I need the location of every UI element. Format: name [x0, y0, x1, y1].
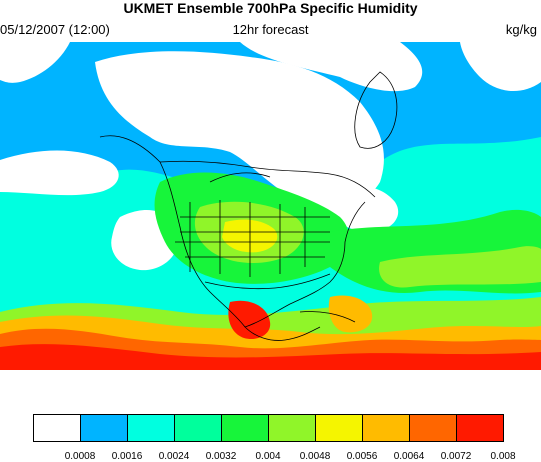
dry-area-arctic — [95, 51, 384, 210]
colorbar-cell — [221, 414, 269, 442]
colorbar-cell — [80, 414, 128, 442]
canada-border-line — [159, 160, 376, 198]
valid-date: 05/12/2007 (12:00) — [0, 22, 110, 37]
caribbean-line — [299, 311, 356, 323]
map-svg — [0, 42, 541, 370]
colorbar-tick-label: 0.0016 — [111, 451, 143, 462]
colorbar-tick-label: 0.0064 — [393, 451, 425, 462]
colorbar-cell — [268, 414, 316, 442]
hudson-bay-line — [209, 172, 271, 183]
colorbar-cell — [409, 414, 457, 442]
colorbar-tick-label: 0.008 — [490, 451, 516, 462]
colorbar-cell — [315, 414, 363, 442]
chart-title: UKMET Ensemble 700hPa Specific Humidity — [123, 0, 418, 16]
moisture-mexico — [228, 300, 271, 340]
colorbar-tick-label: 0.0024 — [158, 451, 190, 462]
west-coast-line — [99, 135, 321, 341]
dry-area-atlantic — [325, 186, 399, 232]
state-lines-horizontal — [180, 216, 330, 258]
subtitle-row: 05/12/2007 (12:00) 12hr forecast kg/kg — [0, 22, 541, 38]
colorbar-tick-label: 0.0008 — [64, 451, 96, 462]
coastlines — [99, 71, 398, 341]
units-label: kg/kg — [505, 22, 537, 37]
moisture-caribbean — [328, 295, 373, 333]
dry-area-nw — [0, 42, 70, 83]
humidity-map — [0, 42, 541, 370]
dry-area-north — [240, 42, 423, 92]
moisture-atlantic-core — [379, 246, 541, 288]
moisture-tropics-max — [0, 344, 541, 370]
colorbar-cell — [362, 414, 410, 442]
colorbar-cell — [33, 414, 81, 442]
colorbar-tick-label: 0.0072 — [440, 451, 472, 462]
forecast-label: 12hr forecast — [232, 22, 309, 37]
greenland-line — [354, 71, 398, 149]
colorbar-tick-label: 0.0032 — [205, 451, 237, 462]
colorbar-tick-label: 0.0048 — [299, 451, 331, 462]
colorbar-tick-label: 0.0056 — [346, 451, 378, 462]
dry-tongue-pacific — [0, 150, 119, 196]
gulf-coast-line — [244, 201, 366, 328]
colorbar-tick-label: 0.004 — [255, 451, 281, 462]
colorbar-cell — [456, 414, 504, 442]
colorbar-cell — [174, 414, 222, 442]
us-mexico-border — [204, 273, 331, 290]
dry-area-ne — [460, 42, 541, 92]
colorbar-cell — [127, 414, 175, 442]
state-lines — [189, 200, 306, 277]
